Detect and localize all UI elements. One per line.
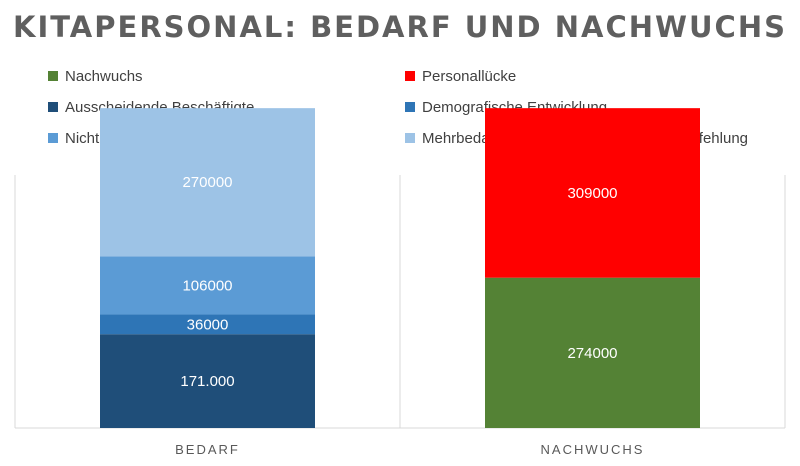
data-label: 36000 bbox=[187, 316, 229, 333]
x-tick-label: NACHWUCHS bbox=[541, 442, 645, 457]
data-label: 309000 bbox=[567, 185, 617, 202]
data-label: 270000 bbox=[182, 174, 232, 191]
data-label: 171.000 bbox=[180, 373, 234, 390]
data-label: 106000 bbox=[182, 277, 232, 294]
data-label: 274000 bbox=[567, 345, 617, 362]
x-tick-label: BEDARF bbox=[175, 442, 240, 457]
